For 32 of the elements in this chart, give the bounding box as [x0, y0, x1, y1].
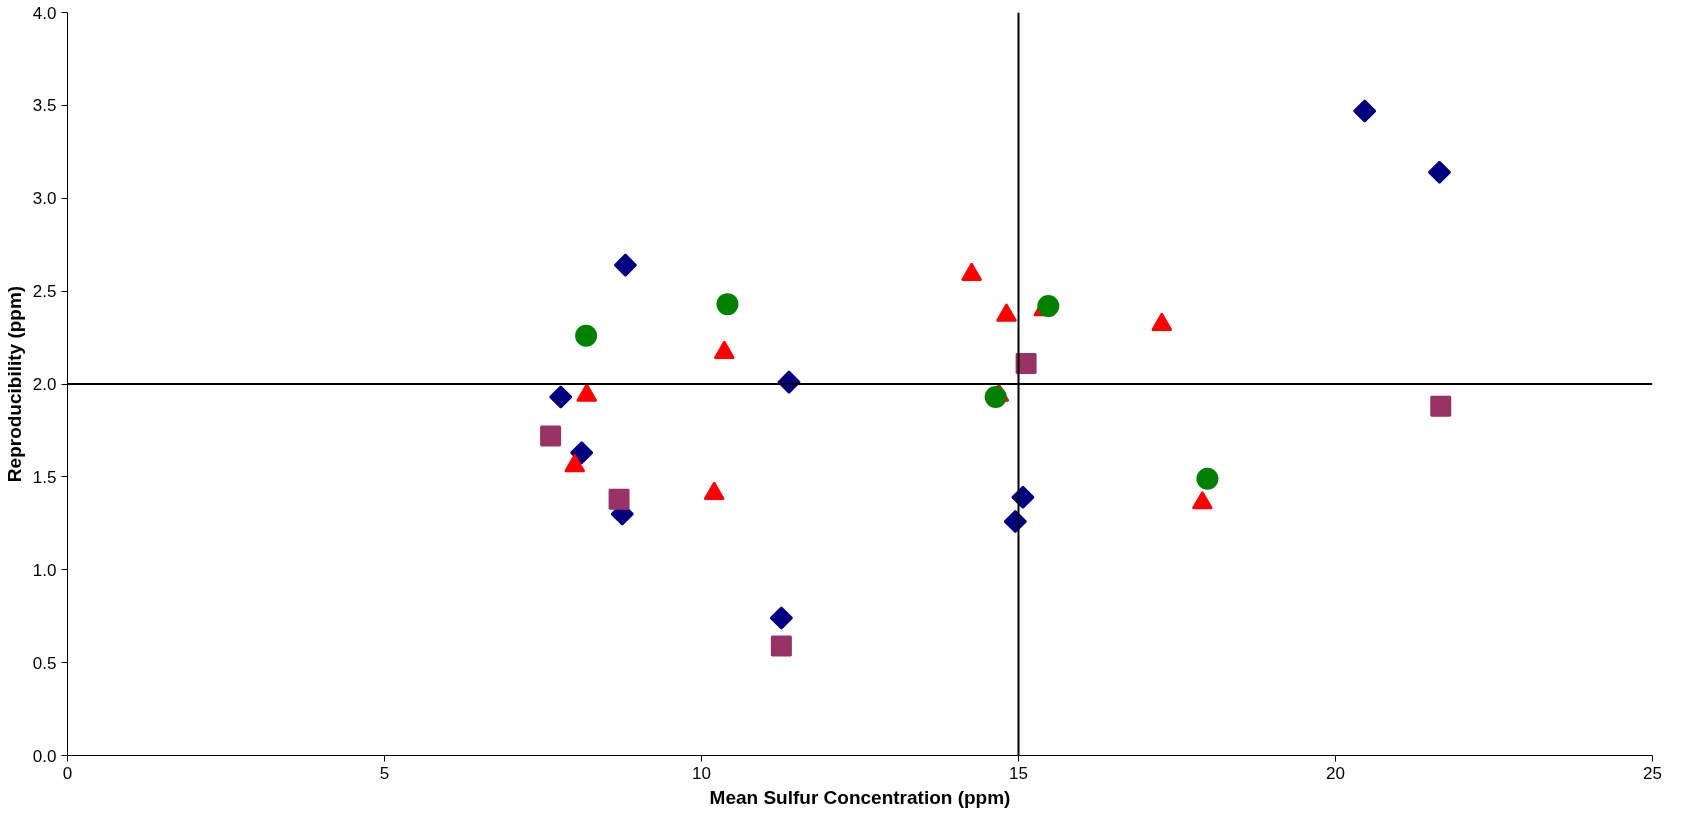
- y-tick-label: 3.5: [32, 96, 57, 116]
- y-tick-label: 0.5: [32, 653, 57, 673]
- point: [716, 293, 739, 316]
- x-axis-title: Mean Sulfur Concentration (ppm): [709, 786, 1011, 808]
- point: [549, 385, 573, 409]
- point: [769, 606, 793, 630]
- x-tick-label: 15: [1009, 763, 1028, 783]
- point: [613, 253, 638, 277]
- point: [1430, 395, 1452, 417]
- point: [984, 386, 1007, 408]
- x-tick-label: 5: [379, 763, 390, 783]
- point: [770, 635, 792, 657]
- y-tick-label: 2.5: [32, 282, 57, 302]
- y-axis-title: Reproducibility (ppm): [3, 285, 25, 483]
- point: [575, 324, 598, 347]
- point: [1427, 160, 1452, 184]
- x-tick-label: 25: [1643, 763, 1662, 783]
- y-tick-label: 1.5: [32, 467, 57, 487]
- point: [1196, 467, 1219, 490]
- y-tick-label: 1.0: [32, 560, 57, 580]
- y-tick-label: 0.0: [32, 746, 57, 766]
- x-tick-label: 20: [1326, 763, 1345, 783]
- y-tick-label: 2.0: [32, 375, 57, 394]
- x-tick-label: 0: [62, 763, 73, 783]
- point: [608, 488, 630, 510]
- x-tick-label: 10: [692, 763, 711, 783]
- y-tick-label: 3.0: [32, 189, 57, 209]
- point: [570, 441, 594, 465]
- point: [1037, 295, 1060, 317]
- point: [540, 425, 562, 447]
- y-tick-label: 4.0: [32, 3, 57, 23]
- point: [1353, 99, 1377, 123]
